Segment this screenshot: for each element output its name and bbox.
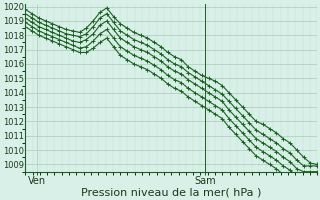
X-axis label: Pression niveau de la mer( hPa ): Pression niveau de la mer( hPa ) <box>81 187 261 197</box>
